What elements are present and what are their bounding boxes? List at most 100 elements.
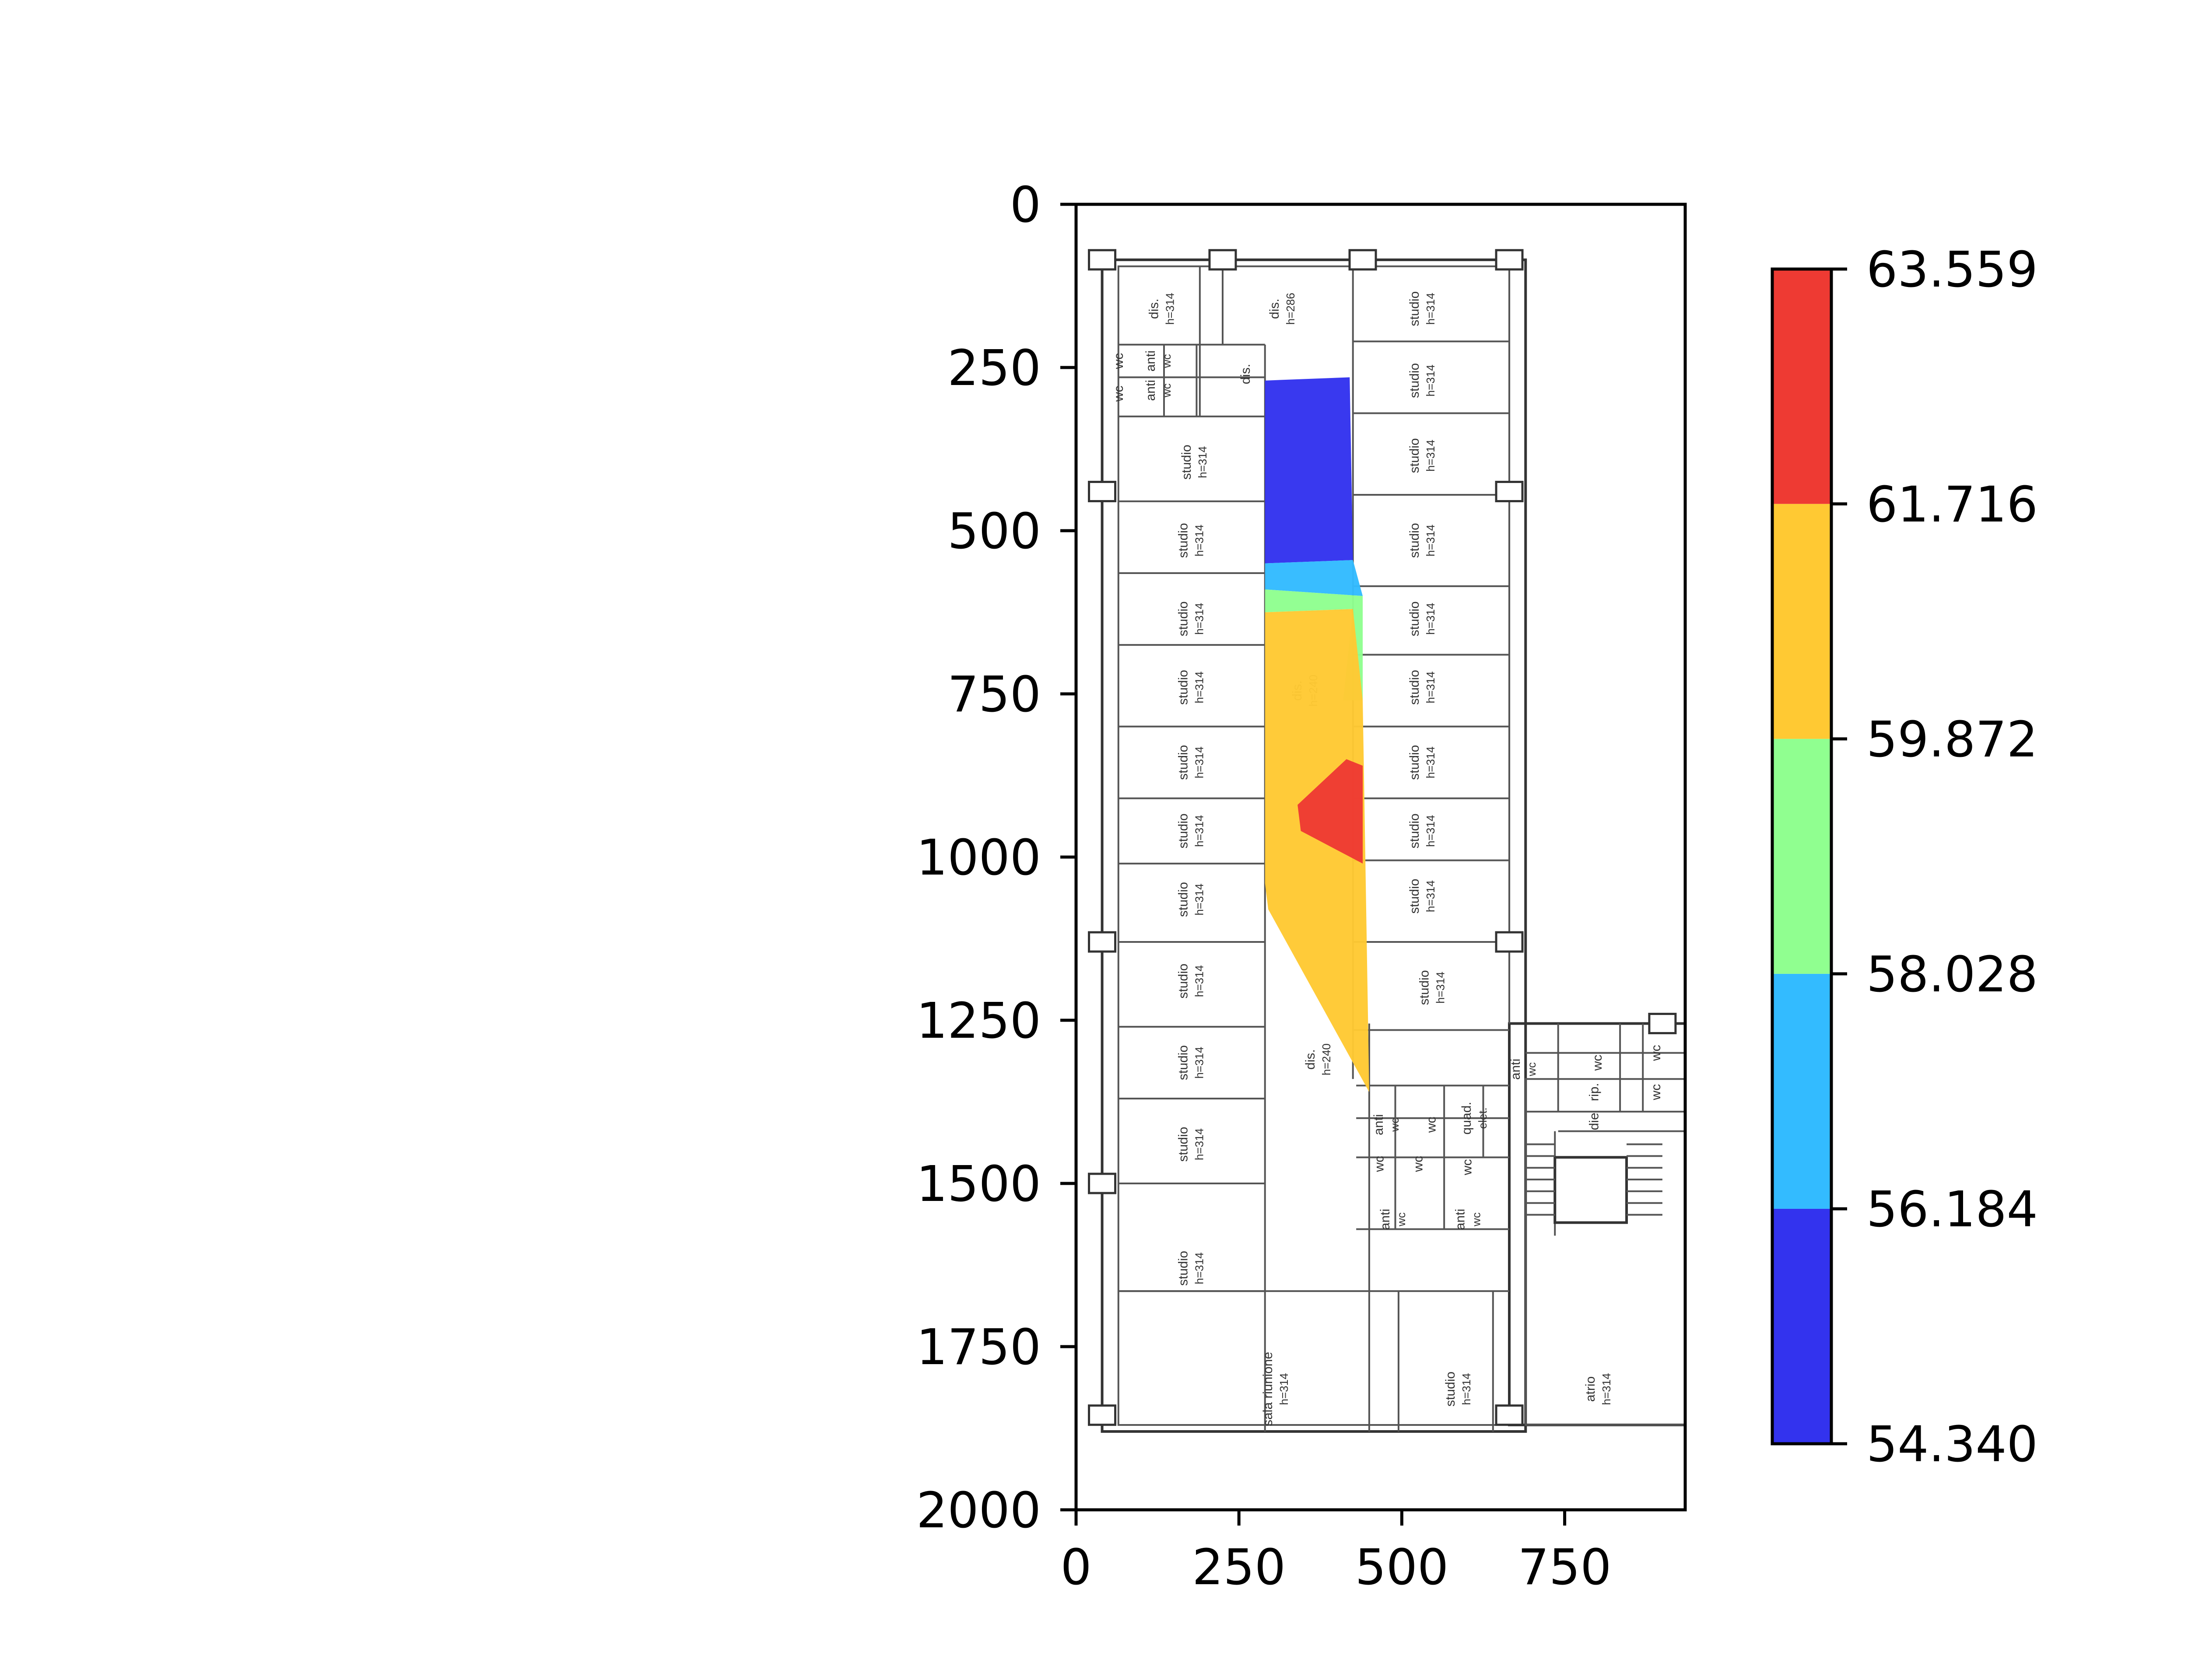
room-height: h=314 [1164, 293, 1177, 325]
room-name: anti [1143, 380, 1158, 401]
room-height: h=314 [1193, 603, 1206, 635]
floor-plan-room-label: studio h=314 [1176, 963, 1206, 998]
room-name: anti [1453, 1209, 1467, 1230]
room-height: wc [1160, 383, 1173, 398]
room-name: dis. [1238, 364, 1253, 385]
room-name: wc [1112, 385, 1126, 402]
room-name: studio [1407, 601, 1422, 636]
room-name: studio [1176, 813, 1191, 848]
room-height: h=314 [1193, 525, 1206, 556]
room-height: h=314 [1424, 746, 1437, 778]
floor-plan-room-label: studio h=314 [1407, 670, 1437, 705]
floor-plan-pillar [1495, 931, 1524, 953]
room-name: wc [1649, 1045, 1663, 1061]
floor-plan-room-label: anti wc [1143, 380, 1173, 401]
x-axis: 0 250 500 750 [1060, 1510, 1611, 1596]
floor-plan-pillar [1495, 480, 1524, 502]
colorbar-tick-label: 54.340 [1866, 1416, 2038, 1473]
contour-region-level-1 [1265, 560, 1363, 596]
room-name: studio [1176, 1127, 1191, 1162]
room-name: studio [1176, 1251, 1191, 1286]
floor-plan-room-label: wc [1424, 1116, 1438, 1133]
room-height: h=314 [1424, 525, 1437, 556]
room-height: h=314 [1424, 815, 1437, 847]
colorbar-frame [1771, 267, 1833, 1446]
contour-region-level-4 [1297, 759, 1363, 864]
room-height: h=314 [1193, 672, 1206, 704]
colorbar-tick-label: 61.716 [1866, 476, 2038, 533]
room-name: studio [1407, 670, 1422, 705]
floor-plan-room-label: studio h=314 [1176, 1045, 1206, 1080]
floor-plan-room-label: studio h=314 [1176, 882, 1206, 917]
room-name: studio [1176, 670, 1191, 705]
room-name: studio [1407, 363, 1422, 398]
floor-plan-room-label: studio h=314 [1179, 444, 1209, 480]
room-height: h=314 [1193, 1046, 1206, 1078]
room-name: studio [1407, 291, 1422, 326]
floor-plan-room-label: sala riunione h=314 [1261, 1352, 1290, 1426]
floor-plan-room-label: anti wc [1371, 1114, 1401, 1135]
x-tick-label: 750 [1518, 1539, 1612, 1596]
room-name: anti [1378, 1209, 1392, 1230]
room-height: h=314 [1196, 446, 1209, 478]
room-name: quad. [1459, 1102, 1474, 1134]
room-height: wc [1395, 1212, 1408, 1227]
room-height: h=314 [1193, 1252, 1206, 1284]
y-tick-label: 1500 [916, 1156, 1041, 1213]
y-tick-label: 1750 [916, 1319, 1041, 1376]
room-name: studio [1176, 963, 1191, 998]
room-height: h=314 [1193, 965, 1206, 997]
y-tick-label: 500 [947, 503, 1041, 560]
room-height: h=314 [1424, 672, 1437, 704]
floor-plan-room-label: wc [1411, 1156, 1426, 1172]
room-height: h=314 [1193, 746, 1206, 778]
floor-plan-room-label: studio h=314 [1176, 745, 1206, 780]
room-name: sala riunione [1261, 1352, 1275, 1426]
room-name: anti [1508, 1059, 1523, 1080]
floor-plan-room-label: anti wc [1453, 1209, 1483, 1230]
floor-plan-room-label: die [1587, 1113, 1602, 1130]
y-tick-label: 1000 [916, 830, 1041, 886]
y-axis: 0 250 500 750 1000 1250 1500 1750 2000 [916, 177, 1076, 1539]
room-height: h=314 [1424, 440, 1437, 472]
room-name: studio [1176, 745, 1191, 780]
room-name: studio [1176, 523, 1191, 558]
floor-plan-room-label: studio h=314 [1176, 523, 1206, 558]
contour-regions [1265, 377, 1369, 1092]
floor-plan-room-label: studio h=314 [1407, 363, 1437, 398]
floor-plan-room-label: anti wc [1508, 1059, 1538, 1080]
room-height: wc [1160, 354, 1173, 368]
floor-plan-room-label: studio h=314 [1176, 601, 1206, 636]
floor-plan-room-label: wc [1112, 353, 1126, 370]
room-height: h=240 [1320, 1043, 1333, 1075]
y-tick-label: 250 [947, 340, 1041, 397]
floor-plan-room-label: wc [1590, 1055, 1605, 1071]
colorbar: 54.340 56.184 58.028 59.872 61.716 63.559 [1771, 242, 2038, 1473]
floor-plan-pillar [1088, 1404, 1117, 1426]
room-name: studio [1443, 1372, 1458, 1407]
floor-plan-room-label: dis. [1238, 364, 1253, 385]
room-height: h=314 [1424, 603, 1437, 635]
room-height: h=314 [1277, 1373, 1290, 1405]
floor-plan-room-label: wc [1649, 1045, 1663, 1061]
floor-plan-room-label: studio h=314 [1407, 438, 1437, 473]
room-name: studio [1407, 523, 1422, 558]
floor-plan-room-label: rip. [1587, 1083, 1602, 1101]
room-name: studio [1407, 745, 1422, 780]
room-name: atrio [1583, 1376, 1598, 1402]
floor-plan-wall [1101, 258, 1527, 1433]
colorbar-segment [1772, 504, 1831, 739]
room-name: studio [1176, 601, 1191, 636]
floor-plan-pillar [1348, 249, 1377, 271]
floor-plan-pillar [1648, 1012, 1677, 1034]
floor-plan-room-label: studio h=314 [1176, 1251, 1206, 1286]
stair-well [1553, 1156, 1628, 1224]
room-height: elet. [1476, 1107, 1489, 1129]
floor-plan-room-label: wc [1112, 385, 1126, 402]
room-height: wc [1469, 1212, 1483, 1227]
room-name: wc [1590, 1055, 1605, 1071]
floor-plan-room-label: studio h=314 [1176, 1127, 1206, 1162]
